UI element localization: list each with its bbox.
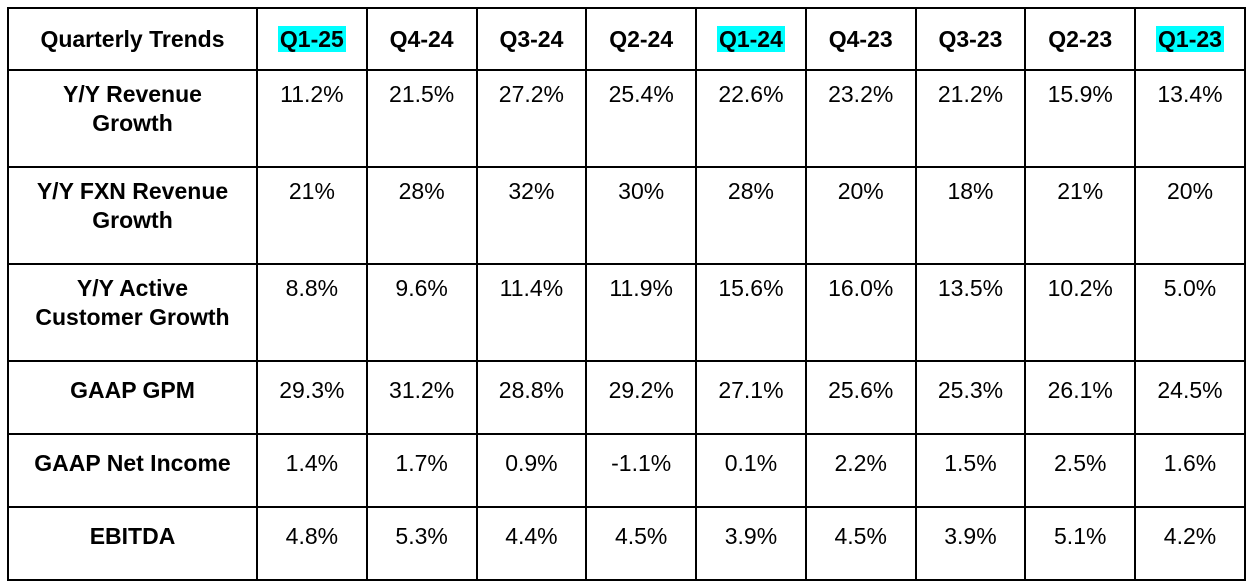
header-row: Quarterly Trends Q1-25 Q4-24 Q3-24 Q2-24…: [7, 7, 1246, 71]
row-label-line1: Y/Y Active: [76, 275, 189, 301]
quarter-header-cell: Q2-23: [1024, 7, 1137, 71]
value-cell: 25.3%: [914, 360, 1027, 435]
value-cell: 24.5%: [1134, 360, 1246, 435]
row-label-cell: GAAP Net Income: [7, 433, 258, 508]
value-cell: 2.2%: [804, 433, 917, 508]
value-cell: 13.4%: [1134, 69, 1246, 168]
value-cell: 29.2%: [585, 360, 698, 435]
value-cell: 4.4%: [475, 506, 588, 581]
quarter-label: Q4-23: [828, 25, 893, 52]
value-cell: 0.1%: [695, 433, 807, 508]
value-cell: 9.6%: [365, 263, 478, 362]
value-cell: 23.2%: [804, 69, 917, 168]
value-cell: 5.3%: [365, 506, 478, 581]
row-label-line1: GAAP GPM: [70, 377, 195, 403]
row-label-line1: EBITDA: [89, 523, 176, 549]
value-cell: 4.5%: [585, 506, 698, 581]
table-row: Y/Y Revenue Growth 11.2% 21.5% 27.2% 25.4% 22.…: [7, 69, 1246, 168]
value-cell: 28%: [365, 166, 478, 265]
value-cell: 5.1%: [1024, 506, 1137, 581]
quarter-header-cell: Q1-24: [695, 7, 807, 71]
quarter-header-cell: Q3-23: [914, 7, 1027, 71]
value-cell: 27.2%: [475, 69, 588, 168]
value-cell: 11.4%: [475, 263, 588, 362]
value-cell: 2.5%: [1024, 433, 1137, 508]
header-label: Quarterly Trends: [40, 25, 225, 52]
value-cell: 16.0%: [804, 263, 917, 362]
value-cell: 3.9%: [914, 506, 1027, 581]
value-cell: 10.2%: [1024, 263, 1137, 362]
value-cell: 15.6%: [695, 263, 807, 362]
quarter-label: Q1-24: [716, 25, 785, 52]
quarter-label: Q1-25: [277, 25, 346, 52]
quarter-label: Q1-23: [1156, 25, 1224, 52]
quarter-header-cell: Q2-24: [585, 7, 698, 71]
value-cell: 21.5%: [365, 69, 478, 168]
table-body: Y/Y Revenue Growth 11.2% 21.5% 27.2% 25.4% 22.…: [7, 69, 1246, 581]
value-cell: 31.2%: [365, 360, 478, 435]
value-cell: 1.6%: [1134, 433, 1246, 508]
row-label-line1: GAAP Net Income: [34, 450, 231, 476]
value-cell: 11.2%: [256, 69, 368, 168]
value-cell: 21%: [256, 166, 368, 265]
value-cell: 1.5%: [914, 433, 1027, 508]
value-cell: -1.1%: [585, 433, 698, 508]
value-cell: 25.4%: [585, 69, 698, 168]
value-cell: 5.0%: [1134, 263, 1246, 362]
value-cell: 8.8%: [256, 263, 368, 362]
value-cell: 30%: [585, 166, 698, 265]
value-cell: 20%: [804, 166, 917, 265]
quarter-label: Q3-23: [938, 25, 1003, 52]
quarter-header-cell: Q4-23: [804, 7, 917, 71]
value-cell: 0.9%: [475, 433, 588, 508]
value-cell: 4.5%: [804, 506, 917, 581]
quarter-header-cell: Q4-24: [365, 7, 478, 71]
quarter-label: Q2-24: [609, 25, 674, 52]
value-cell: 1.7%: [365, 433, 478, 508]
quarter-label: Q4-24: [389, 25, 454, 52]
quarter-header-cell: Q1-23: [1134, 7, 1246, 71]
value-cell: 29.3%: [256, 360, 368, 435]
value-cell: 4.2%: [1134, 506, 1246, 581]
value-cell: 4.8%: [256, 506, 368, 581]
table-row: Y/Y FXN Revenue Growth 21% 28% 32% 30% 28% 20% 1…: [7, 166, 1246, 265]
quarterly-trends-table: Quarterly Trends Q1-25 Q4-24 Q3-24 Q2-24…: [7, 7, 1246, 581]
table-row: Y/Y Active Customer Growth 8.8% 9.6% 11.4% 11…: [7, 263, 1246, 362]
value-cell: 25.6%: [804, 360, 917, 435]
row-label-line2: Growth: [92, 207, 173, 233]
value-cell: 11.9%: [585, 263, 698, 362]
table-row: GAAP GPM 29.3% 31.2% 28.8% 29.2% 27.1% 25.6% 25…: [7, 360, 1246, 435]
row-label-cell: Y/Y FXN Revenue Growth: [7, 166, 258, 265]
quarter-header-cell: Q1-25: [256, 7, 368, 71]
value-cell: 28.8%: [475, 360, 588, 435]
quarterly-trends-table-wrapper: Quarterly Trends Q1-25 Q4-24 Q3-24 Q2-24…: [7, 7, 1246, 581]
value-cell: 21.2%: [914, 69, 1027, 168]
row-label-line2: Growth: [92, 110, 173, 136]
quarter-label: Q2-23: [1048, 25, 1113, 52]
quarter-header-cell: Q3-24: [475, 7, 588, 71]
value-cell: 32%: [475, 166, 588, 265]
row-label-cell: Y/Y Revenue Growth: [7, 69, 258, 168]
row-label-line1: Y/Y FXN Revenue: [36, 178, 229, 204]
value-cell: 28%: [695, 166, 807, 265]
value-cell: 27.1%: [695, 360, 807, 435]
value-cell: 20%: [1134, 166, 1246, 265]
table-row: GAAP Net Income 1.4% 1.7% 0.9% -1.1% 0.1% 2.2%…: [7, 433, 1246, 508]
value-cell: 21%: [1024, 166, 1137, 265]
value-cell: 26.1%: [1024, 360, 1137, 435]
table-row: EBITDA 4.8% 5.3% 4.4% 4.5% 3.9% 4.5% 3.9% 5.1% 4.…: [7, 506, 1246, 581]
row-label-cell: Y/Y Active Customer Growth: [7, 263, 258, 362]
header-label-cell: Quarterly Trends: [7, 7, 258, 71]
value-cell: 13.5%: [914, 263, 1027, 362]
value-cell: 15.9%: [1024, 69, 1137, 168]
row-label-cell: GAAP GPM: [7, 360, 258, 435]
row-label-line1: Y/Y Revenue: [63, 81, 202, 107]
value-cell: 1.4%: [256, 433, 368, 508]
value-cell: 22.6%: [695, 69, 807, 168]
value-cell: 18%: [914, 166, 1027, 265]
row-label-line2: Customer Growth: [35, 304, 230, 330]
value-cell: 3.9%: [695, 506, 807, 581]
row-label-cell: EBITDA: [7, 506, 258, 581]
quarter-label: Q3-24: [499, 25, 564, 52]
